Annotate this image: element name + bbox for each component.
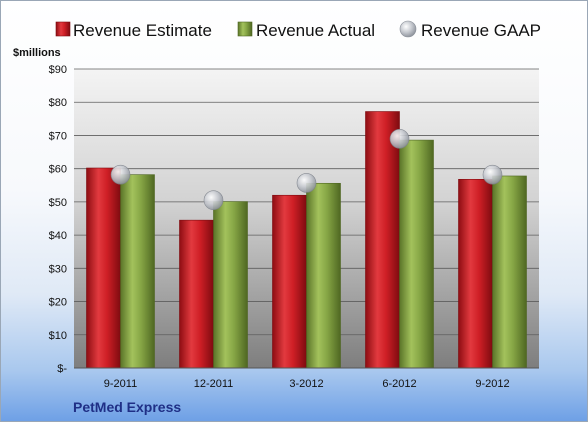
gaap-points	[110, 128, 503, 211]
actual-bar	[306, 182, 341, 369]
estimate-bar	[458, 178, 493, 369]
y-tick-label: $-	[57, 363, 67, 375]
gaap-point	[203, 190, 224, 211]
x-tick-label: 9-2011	[104, 378, 137, 390]
actual-bar	[492, 175, 527, 369]
estimate-bar	[179, 219, 214, 369]
x-tick-label: 6-2012	[382, 378, 416, 390]
y-tick-label: $40	[49, 230, 67, 242]
x-axis-ticks: 9-2011 12-2011 3-2012 6-2012 9-2012	[104, 378, 510, 390]
actual-bar	[213, 201, 248, 369]
x-tick-label: 3-2012	[289, 378, 323, 390]
bars	[86, 111, 527, 369]
actual-bar	[120, 174, 155, 369]
y-tick-label: $90	[49, 64, 67, 76]
gaap-point	[296, 173, 317, 193]
legend-label-actual: Revenue Actual	[256, 21, 375, 40]
y-tick-label: $10	[49, 330, 67, 342]
gaap-point	[389, 128, 410, 149]
x-tick-label: 12-2011	[194, 378, 234, 390]
y-tick-label: $30	[49, 263, 67, 275]
actual-bar	[399, 139, 434, 369]
company-name: PetMed Express	[73, 399, 181, 415]
legend-label-gaap: Revenue GAAP	[421, 21, 541, 40]
legend-label-estimate: Revenue Estimate	[73, 21, 212, 40]
gaap-point	[482, 164, 503, 185]
y-tick-label: $20	[49, 297, 67, 309]
legend-swatch-estimate	[55, 21, 71, 37]
y-tick-label: $50	[49, 197, 67, 209]
legend-marker-gaap	[399, 20, 417, 38]
x-tick-label: 9-2012	[475, 378, 509, 390]
y-tick-label: $60	[49, 164, 67, 176]
estimate-bar	[86, 167, 121, 369]
legend: Revenue Estimate Revenue Actual Revenue …	[55, 20, 541, 40]
estimate-bar	[365, 111, 400, 369]
y-tick-label: $80	[49, 97, 67, 109]
legend-swatch-actual	[237, 21, 253, 37]
gaap-point	[110, 164, 131, 185]
y-axis-unit-label: $millions	[13, 47, 61, 59]
estimate-bar	[272, 194, 307, 369]
y-axis-ticks: $- $10 $20 $30 $40 $50 $60 $70 $80 $90	[49, 64, 68, 375]
y-tick-label: $70	[49, 130, 67, 142]
